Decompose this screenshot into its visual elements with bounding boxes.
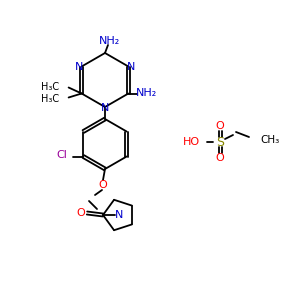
- Text: O: O: [99, 180, 107, 190]
- Text: H₃C: H₃C: [41, 82, 60, 92]
- Text: H₃C: H₃C: [41, 94, 60, 103]
- Text: N: N: [74, 61, 83, 71]
- Text: O: O: [76, 208, 85, 218]
- Text: CH₃: CH₃: [260, 135, 279, 145]
- Text: N: N: [127, 61, 136, 71]
- Text: N: N: [101, 103, 109, 113]
- Text: N: N: [115, 210, 123, 220]
- Text: O: O: [216, 153, 224, 163]
- Text: O: O: [216, 121, 224, 131]
- Text: Cl: Cl: [56, 151, 67, 160]
- Text: NH₂: NH₂: [136, 88, 157, 98]
- Text: HO: HO: [183, 137, 200, 147]
- Text: NH₂: NH₂: [99, 36, 121, 46]
- Text: S: S: [216, 136, 224, 148]
